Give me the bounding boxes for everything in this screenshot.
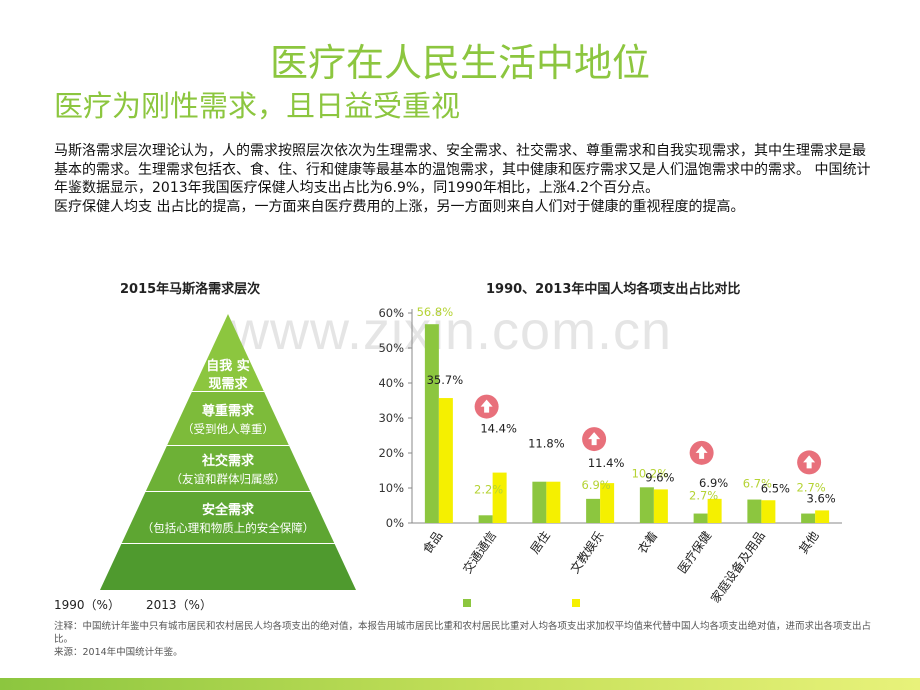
data-label-1990: 11.8% <box>528 437 565 451</box>
footnote-note: 注释：中国统计年鉴中只有城市居民和农村居民人均各项支出的绝对值，本报告用城市居民… <box>54 621 872 645</box>
page-title: 医疗在人民生活中地位 <box>269 41 650 85</box>
pyramid-level-note: （受到他人尊重） <box>182 422 274 436</box>
x-tick-label: 衣着 <box>634 528 660 556</box>
x-tick-label: 居住 <box>528 529 553 557</box>
y-tick-label: 40% <box>378 376 404 390</box>
bar-2013 <box>492 472 507 523</box>
legend-swatch-2013 <box>572 599 580 607</box>
increase-arrow-shape <box>803 455 816 469</box>
data-label-2013: 11.4% <box>588 456 625 470</box>
pyramid-level-name: 社交需求 <box>201 453 255 469</box>
data-label-1990: 56.8% <box>417 305 454 319</box>
increase-arrow-shape <box>695 445 708 459</box>
x-tick-label: 食品 <box>419 528 445 556</box>
y-tick-label: 60% <box>378 306 404 320</box>
data-label-2013: 6.9% <box>699 476 728 490</box>
y-tick-label: 50% <box>378 341 404 355</box>
bar-1990 <box>639 487 654 523</box>
bar-1990 <box>801 513 816 523</box>
bar-1990 <box>532 481 547 523</box>
bar-2013 <box>761 500 776 523</box>
pyramid-level-name: 尊重需求 <box>202 403 255 419</box>
bar-1990 <box>586 498 601 523</box>
footnote: 注释：中国统计年鉴中只有城市居民和农村居民人均各项支出的绝对值，本报告用城市居民… <box>54 620 874 659</box>
bar-1990 <box>478 515 493 523</box>
pyramid-level <box>121 492 335 544</box>
increase-arrow-icon <box>582 427 607 452</box>
increase-arrow-shape <box>480 399 493 413</box>
watermark: www.zixin.com.cn <box>230 301 673 361</box>
expense-bar-chart: 0% 10% 20% 30% 40% 50% 60% 56.8% 35.7% 食品 2.2% 14.4… <box>378 305 842 607</box>
page-subtitle: 医疗为刚性需求，且日益受重视 <box>54 89 461 123</box>
pyramid-level-name: 安全需求 <box>202 502 255 518</box>
data-label-1990: 6.9% <box>582 478 611 492</box>
pyramid-level <box>100 544 356 590</box>
bar-1990 <box>747 499 762 523</box>
increase-arrow-icon <box>689 440 714 465</box>
bar-2013 <box>653 489 668 523</box>
intro-paragraph-1: 马斯洛需求层次理论认为，人的需求按照层次依次为生理需求、安全需求、社交需求、尊重… <box>54 143 871 196</box>
pyramid-level-note: （友谊和群体归属感） <box>171 472 286 486</box>
y-tick-label: 30% <box>378 411 404 425</box>
data-label-1990: 2.7% <box>797 481 826 495</box>
bottom-accent-bar <box>0 678 920 690</box>
data-label-1990: 6.7% <box>743 477 772 491</box>
pyramid-level <box>191 314 265 392</box>
footnote-source: 来源：2014年中国统计年鉴。 <box>54 647 183 658</box>
data-label-2013: 9.6% <box>645 470 674 484</box>
data-label-2013: 3.6% <box>807 491 836 505</box>
bar-1990 <box>424 324 439 523</box>
x-tick-label: 文教娱乐 <box>567 528 607 576</box>
pyramid-level-note: （包括心理和物质上的安全保障） <box>142 521 315 535</box>
x-tick-label: 家庭设备及用品 <box>707 528 767 605</box>
x-tick-label: 医疗保健 <box>675 529 714 576</box>
pyramid-level <box>145 446 311 492</box>
bar-2013 <box>707 498 722 523</box>
y-tick-label: 10% <box>378 481 404 495</box>
data-label-2013: 6.5% <box>761 481 790 495</box>
pyramid-level-name-line: 现需求 <box>208 376 248 392</box>
y-tick-label: 0% <box>386 516 404 530</box>
increase-arrow-icon <box>797 450 822 475</box>
pyramid-title: 2015年马斯洛需求层次 <box>120 282 261 297</box>
bar-2013 <box>600 483 615 523</box>
pyramid-level-name-line: 自我 实 <box>206 358 250 374</box>
bar-1990 <box>693 513 708 523</box>
data-label-1990: 2.2% <box>474 482 503 496</box>
data-label-1990: 10.2% <box>632 466 669 480</box>
legend-swatch-1990 <box>463 599 471 607</box>
data-label-2013: 14.4% <box>480 422 517 436</box>
data-label-2013: 35.7% <box>427 373 464 387</box>
x-tick-label: 交通通信 <box>459 528 499 576</box>
y-tick-label: 20% <box>378 446 404 460</box>
data-label-1990: 2.7% <box>689 489 718 503</box>
intro-text: 马斯洛需求层次理论认为，人的需求按照层次依次为生理需求、安全需求、社交需求、尊重… <box>54 142 872 216</box>
intro-paragraph-2: 医疗保健人均支 出占比的提高，一方面来自医疗费用的上涨，另一方面则来自人们对于健… <box>54 198 745 215</box>
bar-2013 <box>815 510 830 523</box>
x-tick-label: 其他 <box>796 529 821 557</box>
pyramid-level <box>166 392 290 446</box>
bar-2013 <box>546 481 561 523</box>
legend-1990-label: 1990（%） <box>54 598 120 612</box>
increase-arrow-icon <box>474 394 499 419</box>
legend-2013-label: 2013（%） <box>146 598 212 612</box>
bar-chart-title: 1990、2013年中国人均各项支出占比对比 <box>486 282 741 297</box>
bar-2013 <box>438 398 453 523</box>
increase-arrow-shape <box>588 432 601 446</box>
